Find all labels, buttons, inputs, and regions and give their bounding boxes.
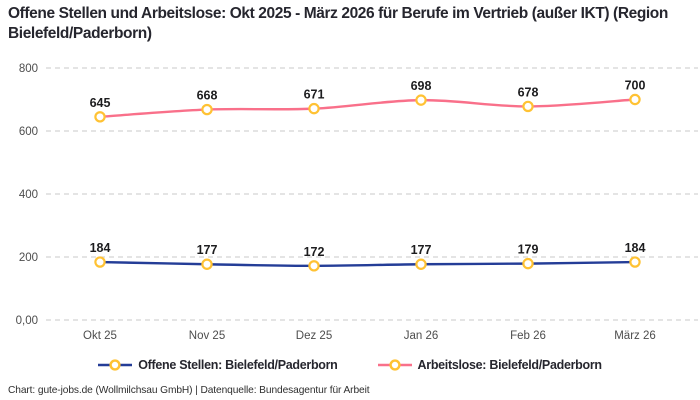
x-tick-label: Feb 26: [510, 330, 546, 342]
series-offene-stellen: 184 177 172 177 179 184: [90, 241, 646, 272]
chart-source-caption: Chart: gute-jobs.de (Wollmilchsau GmbH) …: [8, 385, 370, 396]
legend-item-arbeitslose[interactable]: Arbeitslose: Bielefeld/Paderborn: [377, 358, 603, 372]
data-point-marker: [94, 111, 106, 123]
y-tick-label: 600: [19, 126, 38, 138]
data-point-label: 645: [90, 96, 111, 110]
chart-legend: Offene Stellen: Bielefeld/Paderborn Arbe…: [0, 358, 700, 372]
legend-label-arbeitslose: Arbeitslose: Bielefeld/Paderborn: [417, 358, 603, 372]
data-point-marker: [308, 260, 320, 272]
legend-item-offene-stellen[interactable]: Offene Stellen: Bielefeld/Paderborn: [98, 358, 338, 372]
x-tick-label: März 26: [614, 330, 656, 342]
data-point-marker: [522, 100, 534, 113]
y-tick-label: 400: [19, 189, 38, 201]
y-tick-label: 800: [19, 63, 38, 75]
data-point-label: 184: [90, 241, 111, 255]
data-point-label: 671: [304, 88, 325, 102]
series-line: [98, 260, 637, 268]
data-point-label: 177: [197, 243, 218, 257]
x-tick-label: Jan 26: [404, 330, 439, 342]
series-arbeitslose: 645 668 671 698 678 700: [90, 79, 646, 123]
legend-label-offene-stellen: Offene Stellen: Bielefeld/Paderborn: [138, 358, 338, 372]
line-marker-icon: [98, 359, 133, 371]
data-point-label: 698: [411, 79, 432, 93]
data-point-label: 177: [411, 243, 432, 257]
data-point-marker: [629, 256, 641, 268]
gridlines: [46, 67, 698, 321]
data-point-marker: [201, 103, 213, 116]
y-tick-label: 200: [19, 252, 38, 264]
data-point-label: 700: [625, 79, 646, 93]
data-point-marker: [629, 93, 641, 106]
data-point-label: 184: [625, 241, 646, 255]
x-tick-label: Okt 25: [83, 330, 117, 342]
data-point-label: 668: [197, 89, 218, 103]
x-tick-label: Dez 25: [296, 330, 332, 342]
x-tick-label: Nov 25: [189, 330, 225, 342]
data-point-label: 179: [518, 243, 539, 257]
series-line: [98, 98, 637, 119]
y-axis-labels: 0,00 200 400 600 800: [16, 63, 38, 327]
data-point-marker: [201, 258, 213, 270]
data-point-marker: [94, 256, 106, 268]
data-point-marker: [415, 94, 427, 106]
chart-title: Offene Stellen und Arbeitslose: Okt 2025…: [8, 5, 668, 43]
data-point-marker: [522, 257, 534, 270]
line-chart: 0,00 200 400 600 800 Okt 25 Nov 25 Dez 25 Jan 26…: [16, 63, 698, 342]
data-point-label: 678: [518, 85, 539, 99]
y-tick-label: 0,00: [16, 315, 38, 327]
data-point-marker: [308, 102, 320, 115]
data-point-marker: [415, 258, 427, 270]
x-axis-labels: Okt 25 Nov 25 Dez 25 Jan 26 Feb 26 März 26: [83, 330, 656, 342]
line-marker-icon: [377, 359, 412, 371]
data-point-label: 172: [304, 245, 325, 259]
